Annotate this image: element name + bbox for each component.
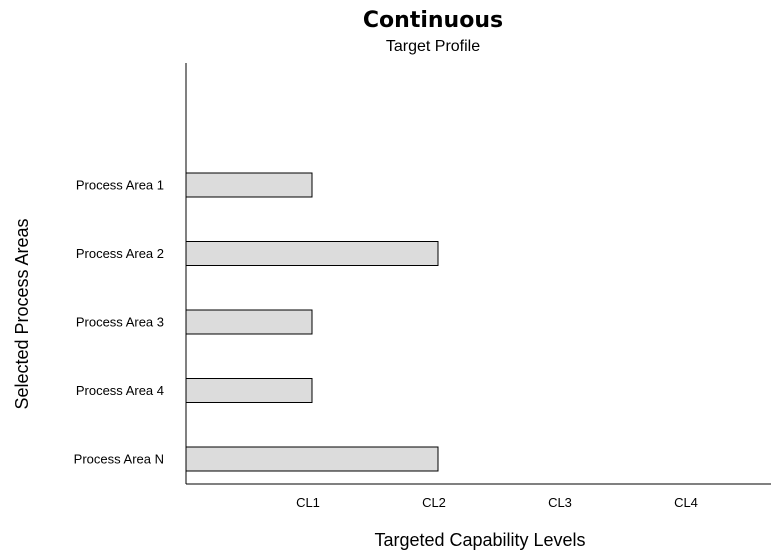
x-tick-label: CL3	[548, 495, 572, 510]
y-tick-label: Process Area 3	[76, 315, 164, 330]
bar	[185, 446, 439, 472]
bar	[185, 378, 313, 403]
chart-subtitle: Target Profile	[386, 38, 480, 55]
bar	[185, 172, 313, 198]
y-tick-label: Process Area 1	[76, 178, 164, 193]
x-tick-labels: CL1CL2CL3CL4CL5	[296, 495, 698, 510]
y-tick-labels: Process Area 1 Process Area 2 Process Area…	[74, 178, 164, 467]
y-tick-label: Process Area N	[74, 452, 164, 467]
y-tick-label: Process Area 4	[76, 383, 164, 398]
x-tick-label: CL4	[674, 495, 698, 510]
bars	[185, 172, 439, 472]
y-axis-title: Selected Process Areas	[12, 218, 32, 409]
bar	[185, 309, 313, 335]
chart-title: Continuous	[363, 8, 503, 33]
x-tick-label: CL2	[422, 495, 446, 510]
x-tick-label: CL1	[296, 495, 320, 510]
y-tick-label: Process Area 2	[76, 246, 164, 261]
x-axis-title: Targeted Capability Levels	[374, 530, 585, 550]
bar	[185, 241, 439, 266]
